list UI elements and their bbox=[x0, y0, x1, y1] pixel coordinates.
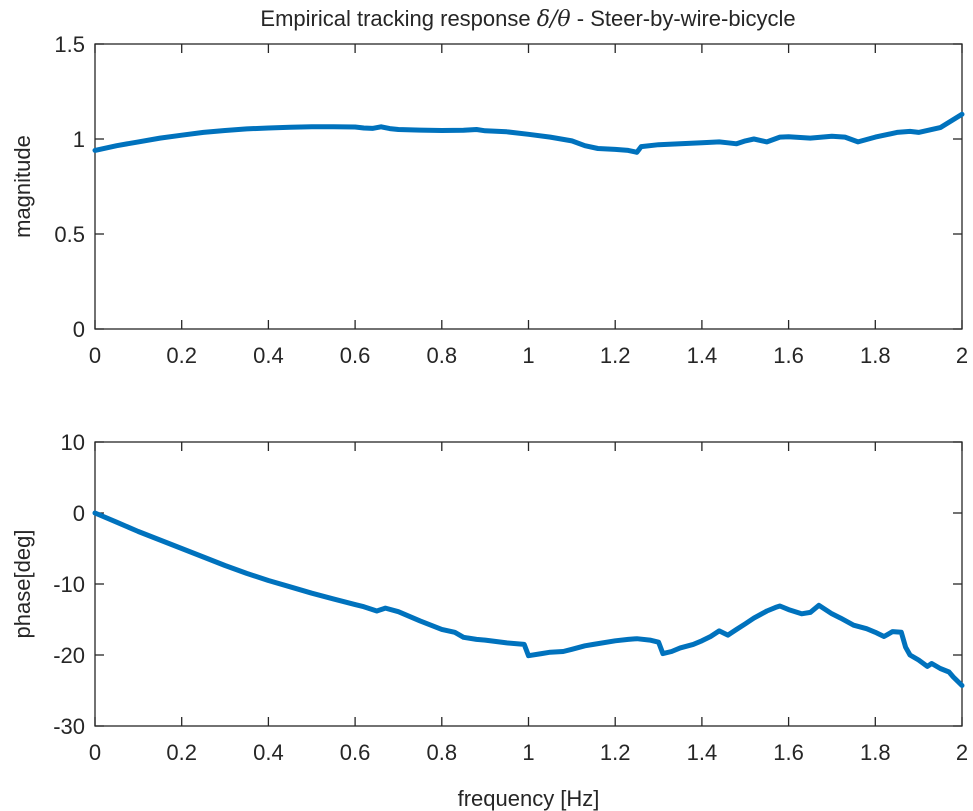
magnitude-xtick-label: 1.2 bbox=[600, 343, 631, 368]
phase-panel: 0 0.2 0.4 0.6 0.8 1 1.2 1.4 1.6 1.8 2 -30 -20 -10 0 10 p… bbox=[10, 430, 968, 811]
magnitude-ytick-label: 0.5 bbox=[54, 222, 85, 247]
phase-ytick-label: -10 bbox=[53, 572, 85, 597]
chart-title: Empirical tracking response δ/θ - Steer-… bbox=[260, 6, 795, 32]
phase-ytick-label: -20 bbox=[53, 643, 85, 668]
phase-xtick-label: 0.2 bbox=[166, 740, 197, 765]
phase-ytick-label: 10 bbox=[61, 430, 85, 455]
magnitude-ytick-label: 1.5 bbox=[54, 32, 85, 57]
magnitude-xtick-label: 1.6 bbox=[773, 343, 804, 368]
phase-xtick-label: 1.2 bbox=[600, 740, 631, 765]
phase-ytick-label: 0 bbox=[73, 501, 85, 526]
magnitude-xtick-label: 0.4 bbox=[253, 343, 284, 368]
phase-xlabel: frequency [Hz] bbox=[458, 786, 600, 811]
phase-xtick-label: 0 bbox=[89, 740, 101, 765]
phase-ytick-label: -30 bbox=[53, 714, 85, 739]
magnitude-ytick-label: 0 bbox=[73, 317, 85, 342]
magnitude-xtick-label: 1 bbox=[522, 343, 534, 368]
magnitude-xtick-label: 1.4 bbox=[687, 343, 718, 368]
magnitude-panel: 0 0.2 0.4 0.6 0.8 1 1.2 1.4 1.6 1.8 2 0 0.5 1 1.5 magni… bbox=[10, 32, 968, 368]
phase-xtick-label: 0.8 bbox=[427, 740, 458, 765]
phase-xtick-label: 2 bbox=[956, 740, 968, 765]
magnitude-series-line bbox=[92, 111, 965, 155]
phase-series-line bbox=[92, 510, 965, 688]
magnitude-xtick-label: 1.8 bbox=[860, 343, 891, 368]
phase-xtick-label: 0.6 bbox=[340, 740, 371, 765]
phase-xtick-label: 1 bbox=[522, 740, 534, 765]
magnitude-xtick-label: 0 bbox=[89, 343, 101, 368]
phase-xtick-label: 1.8 bbox=[860, 740, 891, 765]
phase-ylabel: phase[deg] bbox=[10, 530, 35, 639]
magnitude-ylabel: magnitude bbox=[10, 135, 35, 238]
phase-xtick-label: 1.4 bbox=[687, 740, 718, 765]
phase-xtick-label: 0.4 bbox=[253, 740, 284, 765]
magnitude-xtick-label: 2 bbox=[956, 343, 968, 368]
magnitude-xtick-label: 0.2 bbox=[166, 343, 197, 368]
magnitude-xtick-label: 0.6 bbox=[340, 343, 371, 368]
magnitude-xtick-label: 0.8 bbox=[427, 343, 458, 368]
phase-xtick-label: 1.6 bbox=[773, 740, 804, 765]
magnitude-ytick-label: 1 bbox=[73, 127, 85, 152]
